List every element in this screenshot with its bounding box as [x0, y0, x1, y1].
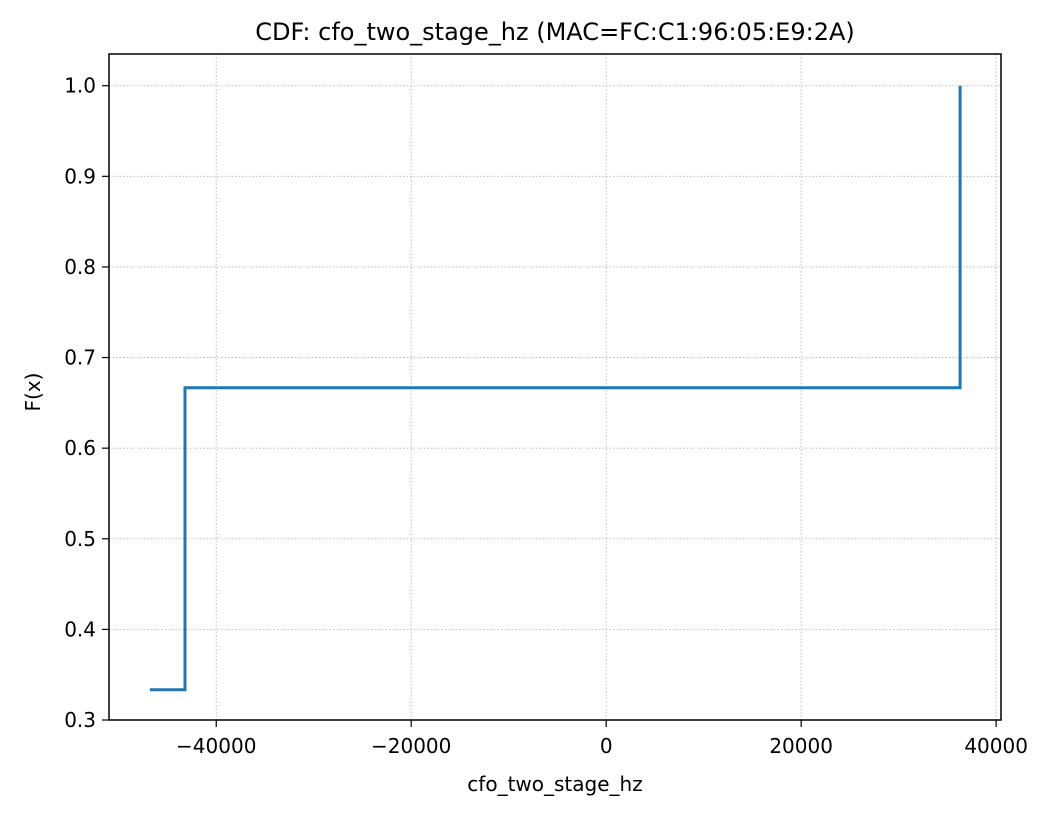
x-tick-label: −20000	[371, 734, 451, 758]
y-tick-label: 0.8	[64, 255, 96, 279]
y-tick-label: 0.7	[64, 346, 96, 370]
series-layer	[149, 85, 962, 692]
y-tick-label: 0.3	[64, 708, 96, 732]
x-tick-label: 20000	[769, 734, 833, 758]
y-axis-label: F(x)	[21, 373, 45, 412]
x-tick-label: 40000	[964, 734, 1028, 758]
y-axis-ticks: 0.3 0.4 0.5 0.6 0.7 0.8 0.9 1.0	[64, 74, 109, 732]
cdf-step-line	[149, 85, 962, 692]
y-tick-label: 1.0	[64, 74, 96, 98]
x-tick-label: 0	[600, 734, 613, 758]
chart-title: CDF: cfo_two_stage_hz (MAC=FC:C1:96:05:E…	[255, 18, 855, 46]
x-axis-ticks: −40000 −20000 0 20000 40000	[176, 720, 1028, 758]
y-tick-label: 0.9	[64, 164, 96, 188]
x-tick-label: −40000	[176, 734, 256, 758]
x-axis-label: cfo_two_stage_hz	[467, 772, 642, 796]
y-tick-label: 0.4	[64, 617, 96, 641]
y-tick-label: 0.5	[64, 527, 96, 551]
y-tick-label: 0.6	[64, 436, 96, 460]
plot-frame	[108, 53, 1002, 721]
